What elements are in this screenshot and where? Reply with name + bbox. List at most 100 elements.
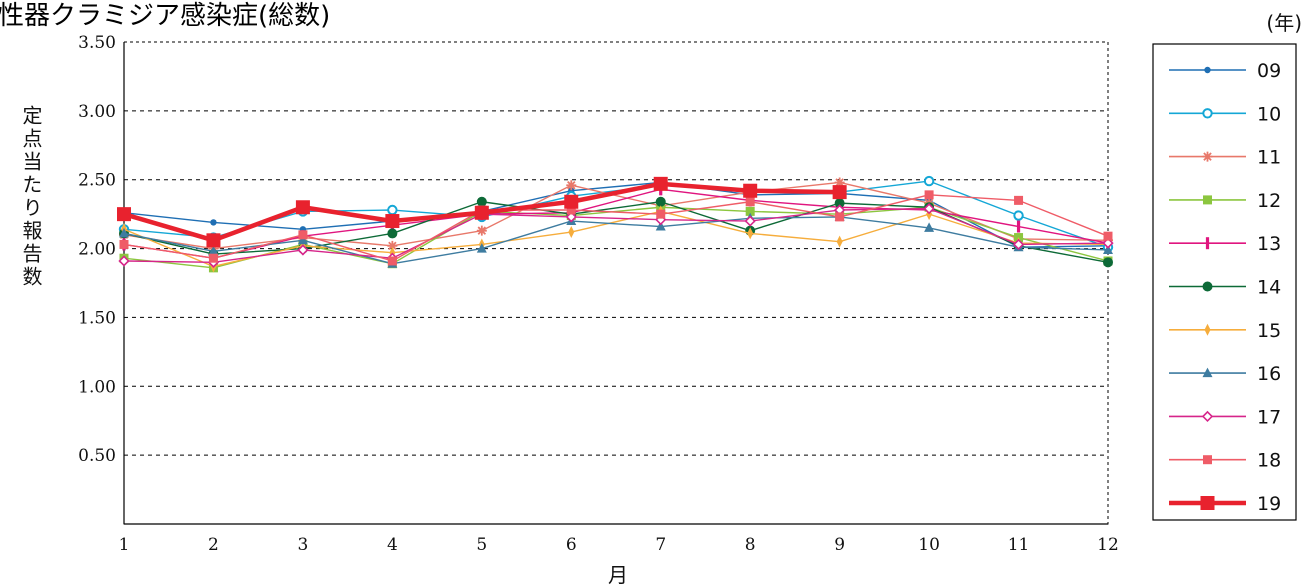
legend-marker (1201, 410, 1214, 423)
data-point (835, 212, 845, 222)
data-point (1103, 244, 1113, 254)
data-point (1014, 195, 1024, 205)
series-18 (119, 190, 1113, 266)
data-point (1103, 231, 1113, 241)
legend-label: 19 (1257, 493, 1281, 515)
series-17 (118, 203, 1114, 268)
legend-marker (1202, 281, 1213, 292)
data-point (747, 227, 754, 240)
legend-item-18: 18 (1169, 450, 1281, 472)
data-point (387, 228, 398, 239)
data-point (1103, 257, 1113, 268)
y-tick-label: 2.50 (78, 171, 116, 191)
data-point (834, 198, 845, 209)
legend-item-15: 15 (1169, 320, 1281, 342)
data-point (476, 243, 487, 253)
legend-item-11: 11 (1169, 147, 1281, 169)
legend-item-09: 09 (1169, 60, 1281, 82)
x-tick-labels: 1 2 3 4 5 6 7 8 9 10 11 12 (119, 535, 1119, 555)
x-tick-label: 9 (834, 535, 845, 555)
y-tick-labels: 0.50 1.00 1.50 2.00 2.50 3.00 3.50 (78, 33, 116, 466)
data-point (385, 214, 400, 229)
data-point (476, 196, 487, 207)
series-line-17 (123, 207, 1109, 264)
data-point (924, 222, 935, 232)
data-point (206, 233, 221, 248)
legend-marker (1202, 367, 1213, 378)
data-point (476, 225, 487, 236)
legend-marker (1203, 455, 1212, 465)
data-point (119, 227, 129, 238)
data-point (119, 239, 129, 249)
data-point (297, 234, 308, 245)
legend-label: 18 (1257, 450, 1281, 472)
chart-title: 性器クラミジア感染症(総数) (0, 1, 330, 31)
data-point (295, 200, 310, 215)
legend-unit-label: (年) (1266, 11, 1302, 35)
data-point (655, 196, 666, 207)
legend-box (1152, 43, 1297, 521)
data-point (836, 235, 843, 248)
x-tick-label: 6 (566, 535, 577, 555)
y-tick-label: 0.50 (78, 446, 116, 466)
data-point (387, 256, 397, 266)
data-point (656, 209, 666, 219)
data-point (834, 177, 845, 188)
data-point (298, 230, 308, 240)
x-tick-label: 11 (1008, 535, 1030, 555)
y-tick-label: 1.50 (78, 308, 116, 328)
y-tick-label: 2.00 (78, 240, 116, 260)
data-point (565, 211, 577, 223)
series-line-15 (123, 210, 1109, 268)
y-tick-label: 3.50 (78, 33, 116, 53)
data-point (297, 244, 309, 256)
legend-label: 09 (1257, 60, 1281, 82)
legend-item-17: 17 (1169, 406, 1281, 428)
legend-item-10: 10 (1169, 103, 1281, 125)
legend-marker (1204, 323, 1211, 336)
x-tick-label: 4 (387, 535, 398, 555)
data-point (208, 245, 219, 256)
legend-item-16: 16 (1169, 363, 1281, 385)
legend-item-13: 13 (1169, 233, 1281, 255)
legend-item-14: 14 (1169, 277, 1281, 299)
y-tick-label: 3.00 (78, 102, 116, 122)
x-tick-label: 5 (476, 535, 487, 555)
data-point (566, 180, 577, 191)
legend-label: 11 (1257, 147, 1281, 169)
x-tick-label: 7 (655, 535, 666, 555)
data-point (832, 185, 847, 200)
legend-marker (1202, 151, 1213, 162)
data-point (210, 219, 217, 226)
x-tick-label: 10 (918, 535, 940, 555)
series-line-13 (123, 188, 1109, 259)
x-tick-label: 2 (208, 535, 219, 555)
x-tick-label: 1 (119, 535, 130, 555)
data-point (474, 205, 489, 220)
data-point (568, 226, 575, 239)
x-axis-label: 月 (608, 563, 628, 587)
series-line-18 (123, 194, 1109, 262)
x-tick-label: 8 (745, 535, 756, 555)
y-axis-label: 定点当たり報告数 (19, 105, 43, 289)
legend-marker (1204, 66, 1211, 74)
series-lines (117, 175, 1114, 273)
legend-marker (1202, 108, 1213, 119)
data-point (924, 190, 934, 200)
data-point (653, 176, 668, 191)
data-point (745, 197, 755, 207)
legend-label: 16 (1257, 363, 1281, 385)
data-point (564, 194, 579, 209)
data-point (923, 203, 935, 215)
legend: 09 10 11 12 13 14 15 16 17 18 19 (1169, 60, 1281, 515)
data-point (655, 221, 666, 231)
plot-area (123, 41, 1109, 525)
legend-item-12: 12 (1169, 190, 1281, 212)
data-point (387, 240, 398, 251)
legend-marker (1203, 195, 1212, 205)
y-tick-label: 1.00 (78, 377, 116, 397)
data-point (387, 204, 398, 216)
x-tick-label: 3 (297, 535, 308, 555)
legend-marker (1205, 237, 1210, 250)
